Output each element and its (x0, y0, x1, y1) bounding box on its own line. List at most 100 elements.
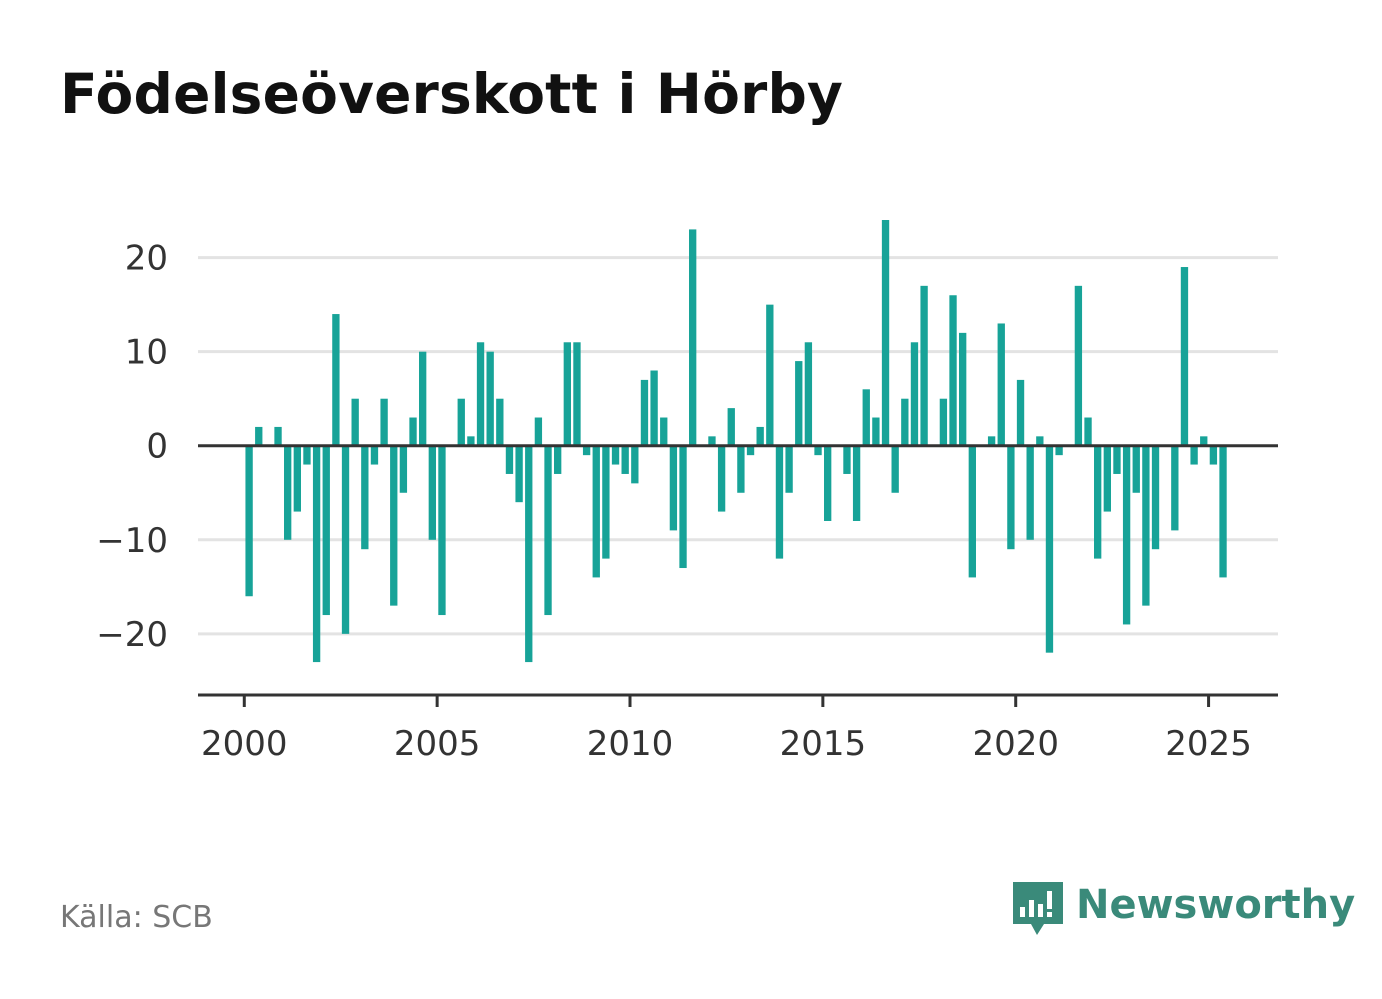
bar (959, 332, 967, 446)
bar (756, 426, 764, 446)
bar (766, 304, 774, 446)
newsworthy-logo-icon (1013, 882, 1063, 935)
bar (544, 445, 552, 616)
bar (602, 445, 610, 559)
y-tick-label: −10 (96, 521, 168, 561)
bar (380, 398, 388, 446)
bar (804, 342, 813, 446)
bar (1026, 445, 1034, 540)
bar (669, 445, 678, 531)
bar (1007, 445, 1015, 550)
bar (1016, 379, 1025, 446)
bar (332, 314, 340, 446)
bar (582, 445, 591, 456)
bar (554, 445, 562, 474)
bar (1132, 445, 1140, 493)
bar (303, 445, 311, 465)
bar (727, 408, 735, 446)
bar (284, 445, 292, 540)
axes (198, 444, 1278, 707)
bar (1055, 445, 1063, 456)
brand-name: Newsworthy (1076, 882, 1356, 928)
bars (245, 220, 1227, 663)
newsworthy-brand: Newsworthy (1010, 878, 1355, 942)
bar (293, 445, 301, 512)
x-tick-label: 2000 (201, 724, 288, 764)
bar (245, 445, 253, 597)
bar (486, 351, 494, 446)
bar (409, 417, 417, 446)
x-tick-label: 2025 (1165, 724, 1252, 764)
bar (611, 445, 620, 465)
bar (361, 445, 369, 550)
bar (650, 370, 658, 446)
bar (525, 445, 533, 663)
bar (910, 342, 919, 446)
bar (1200, 436, 1208, 446)
y-tick-label: −20 (96, 615, 168, 655)
bar (891, 445, 899, 493)
bar (814, 445, 822, 456)
x-tick-label: 2020 (972, 724, 1059, 764)
bar (312, 445, 321, 663)
bar (795, 361, 803, 446)
bar (496, 398, 504, 446)
bar (949, 295, 957, 446)
bar (920, 285, 928, 446)
bar (457, 398, 465, 446)
bar (419, 351, 427, 446)
bar (631, 445, 639, 484)
bar (255, 426, 263, 446)
bar (640, 379, 649, 446)
bar (534, 417, 543, 446)
bar (1084, 417, 1092, 446)
x-tick-label: 2015 (780, 724, 867, 764)
bar (689, 229, 697, 446)
bar (1219, 445, 1227, 578)
bar (1122, 445, 1131, 625)
bar (1209, 445, 1218, 465)
bar (274, 426, 282, 446)
bar (370, 445, 379, 465)
bar (1094, 445, 1102, 559)
source-note: Källa: SCB (60, 900, 213, 935)
bar (515, 445, 523, 503)
bar (843, 445, 851, 474)
bar (901, 398, 909, 446)
bar (428, 445, 436, 540)
bar (399, 445, 408, 493)
bar (1142, 445, 1150, 606)
y-tick-label: 0 (146, 427, 168, 467)
bar (1103, 445, 1111, 512)
bar (1190, 445, 1198, 465)
bar (467, 436, 475, 446)
bar (1045, 445, 1054, 653)
bar (592, 445, 600, 578)
bar (775, 445, 784, 559)
bar (862, 389, 870, 446)
bar (708, 436, 716, 446)
y-tick-label: 20 (125, 239, 168, 279)
bar (390, 445, 398, 606)
bar (987, 436, 996, 446)
bar (1180, 267, 1189, 446)
bar (505, 445, 514, 474)
x-tick-label: 2010 (587, 724, 674, 764)
bar (1171, 445, 1179, 531)
y-tick-label: 10 (125, 333, 168, 373)
bar (351, 398, 359, 446)
bar (881, 220, 890, 446)
bar (660, 417, 668, 446)
bar (939, 398, 948, 446)
x-tick-label: 2005 (394, 724, 481, 764)
bar (1036, 436, 1044, 446)
bar (717, 445, 726, 512)
bar (679, 445, 687, 569)
bar (746, 445, 755, 456)
bar (785, 445, 793, 493)
bar (341, 445, 350, 634)
bar (872, 417, 880, 446)
bar (997, 323, 1005, 446)
